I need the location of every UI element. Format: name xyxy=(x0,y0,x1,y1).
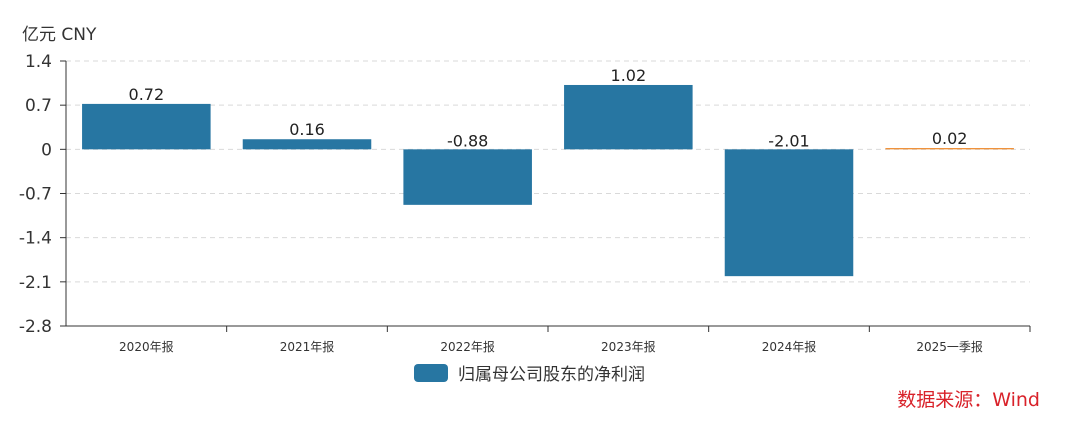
y-tick-label: -2.8 xyxy=(19,317,52,337)
bar xyxy=(885,148,1014,150)
legend[interactable]: 归属母公司股东的净利润 xyxy=(414,360,645,385)
legend-swatch xyxy=(414,363,448,382)
x-tick-label: 2025一季报 xyxy=(916,339,983,354)
data-labels: 0.72 0.16 -0.88 1.02 -2.01 0.02 xyxy=(129,66,968,150)
x-tick-label: 2020年报 xyxy=(119,339,174,354)
data-label: 0.02 xyxy=(932,129,968,148)
bar xyxy=(564,84,693,150)
bar xyxy=(82,103,211,150)
bar xyxy=(242,139,372,150)
data-label: -0.88 xyxy=(447,131,488,150)
y-tick-label: -1.4 xyxy=(19,229,52,249)
y-tick-label: 0 xyxy=(41,140,52,160)
x-tick-label: 2024年报 xyxy=(762,339,817,354)
x-tick-label: 2022年报 xyxy=(440,339,495,354)
y-tick-label: -0.7 xyxy=(19,185,52,205)
data-label: 0.72 xyxy=(129,85,165,104)
data-label: -2.01 xyxy=(768,131,809,150)
y-axis-unit-label: 亿元 CNY xyxy=(22,25,97,45)
bar xyxy=(403,149,532,205)
grid-lines xyxy=(66,60,1030,283)
legend-label: 归属母公司股东的净利润 xyxy=(458,365,645,385)
data-label: 1.02 xyxy=(611,66,647,85)
data-source-note: 数据来源：Wind xyxy=(897,389,1040,411)
y-tick-label: 0.7 xyxy=(25,96,52,116)
y-tick-label: -2.1 xyxy=(19,273,52,293)
x-tick-label: 2023年报 xyxy=(601,339,656,354)
data-label: 0.16 xyxy=(289,120,325,139)
bar xyxy=(724,149,854,277)
bars xyxy=(82,84,1014,277)
x-tick-label: 2021年报 xyxy=(280,339,335,354)
y-tick-label: 1.4 xyxy=(25,52,52,72)
axes: 1.4 0.7 0 -0.7 -1.4 -2.1 -2.8 2020年报 2021年报 2022年… xyxy=(19,52,1031,354)
